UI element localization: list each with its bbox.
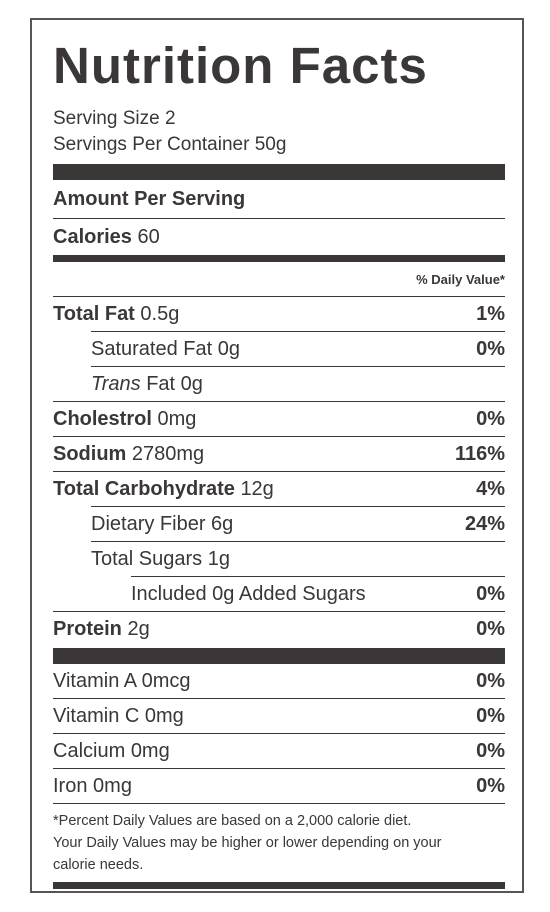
nutrient-name: Protein [53,617,122,640]
nutrient-name: Included 0g Added Sugars [131,582,366,605]
nutrient-amount: 12g [240,477,274,500]
nutrient-row: Saturated Fat 0g 0% [91,331,505,366]
thick-bar [53,648,505,664]
footnote-line: calorie needs. [53,857,144,873]
amount-per-serving: Amount Per Serving [53,180,505,218]
nutrients: Total Fat 0.5g 1% Saturated Fat 0g 0% Trans … [53,296,505,646]
nutrient-row: Protein 2g 0% [53,611,505,646]
nutrition-label: Nutrition Facts Serving Size 2 Servings … [30,18,524,893]
nutrient-amount: 0g [217,337,240,360]
daily-value-header: % Daily Value* [416,272,505,287]
nutrient-text: Included 0g Added Sugars [131,583,366,606]
nutrient-amount: 2780mg [131,442,205,465]
nutrient-amount: 0g [180,372,203,395]
calories-label: Calories [53,225,132,248]
nutrient-text: Sodium 2780mg [53,443,204,466]
vitamin-amount: 0mg [93,774,132,797]
vitamin-dv: 0% [476,704,505,727]
nutrient-row: Trans Fat 0g [91,366,505,401]
nutrient-dv: 4% [476,477,505,500]
nutrient-row: Total Carbohydrate 12g 4% [53,471,505,506]
mid-bar [53,255,505,262]
nutrient-text: Total Sugars 1g [91,548,230,571]
vitamin-dv: 0% [476,669,505,692]
servings-per-container: Servings Per Container 50g [53,134,287,155]
nutrient-amount: 6g [211,512,234,535]
footnote: *Percent Daily Values are based on a 2,0… [53,803,505,876]
vitamin-row: Vitamin C 0mg 0% [53,698,505,733]
nutrient-amount: 0.5g [140,302,180,325]
footnote-line: *Percent Daily Values are based on a 2,0… [53,813,412,829]
nutrient-name-italic: Trans [91,372,141,395]
nutrient-text: Protein 2g [53,618,150,641]
title: Nutrition Facts [53,37,428,94]
nutrient-dv: 1% [476,302,505,325]
vitamin-text: Calcium 0mg [53,740,170,763]
nutrient-text: Trans Fat 0g [91,373,203,396]
nutrient-dv: 116% [454,442,505,465]
nutrient-name: Cholestrol [53,407,152,430]
nutrient-name: Fat [146,372,176,395]
nutrient-dv: 24% [464,512,505,535]
nutrient-text: Cholestrol 0mg [53,408,196,431]
serving-size: Serving Size 2 [53,108,176,129]
vitamins: Vitamin A 0mcg 0% Vitamin C 0mg 0% Calcium 0… [53,664,505,803]
vitamin-amount: 0mg [144,704,184,727]
vitamin-text: Vitamin A 0mcg [53,670,191,693]
nutrient-amount: 2g [127,617,150,640]
nutrient-row: Included 0g Added Sugars 0% [131,576,505,611]
nutrient-dv: 0% [476,407,505,430]
nutrient-text: Total Carbohydrate 12g [53,478,274,501]
vitamin-dv: 0% [476,739,505,762]
nutrient-name: Total Carbohydrate [53,477,235,500]
nutrient-dv: 0% [476,337,505,360]
vitamin-name: Calcium [53,739,126,762]
nutrient-name: Sodium [53,442,127,465]
vitamin-text: Iron 0mg [53,775,132,798]
bottom-bar [53,882,505,889]
vitamin-row: Vitamin A 0mcg 0% [53,664,505,698]
vitamin-row: Calcium 0mg 0% [53,733,505,768]
amount-per-serving-text: Amount Per Serving [53,187,246,210]
vitamin-dv: 0% [476,774,505,797]
calories: Calories 60 [53,226,160,249]
nutrient-row: Total Fat 0.5g 1% [53,296,505,331]
calories-value: 60 [137,225,160,248]
nutrient-name: Total Sugars [91,547,203,570]
vitamin-name: Vitamin C [53,704,140,727]
nutrient-name: Saturated Fat [91,337,213,360]
nutrient-name: Total Fat [53,302,135,325]
vitamin-amount: 0mg [130,739,170,762]
nutrient-text: Total Fat 0.5g [53,303,179,326]
vitamin-name: Iron [53,774,88,797]
nutrient-text: Saturated Fat 0g [91,338,240,361]
vitamin-text: Vitamin C 0mg [53,705,184,728]
vitamin-row: Iron 0mg 0% [53,768,505,803]
nutrient-row: Cholestrol 0mg 0% [53,401,505,436]
nutrient-row: Total Sugars 1g [91,541,505,576]
nutrient-name: Dietary Fiber [91,512,206,535]
footnote-text: *Percent Daily Values are based on a 2,0… [53,810,505,876]
label-content: Nutrition Facts Serving Size 2 Servings … [53,20,505,889]
footnote-line: Your Daily Values may be higher or lower… [53,835,442,851]
nutrient-text: Dietary Fiber 6g [91,513,233,536]
calories-row: Calories 60 [53,218,505,255]
nutrient-dv: 0% [476,617,505,640]
nutrient-row: Dietary Fiber 6g 24% [91,506,505,541]
nutrient-amount: 1g [207,547,230,570]
vitamin-name: Vitamin A [53,669,137,692]
thick-bar [53,164,505,180]
nutrient-amount: 0mg [157,407,197,430]
nutrient-dv: 0% [476,582,505,605]
vitamin-amount: 0mcg [141,669,191,692]
nutrient-row: Sodium 2780mg 116% [53,436,505,471]
